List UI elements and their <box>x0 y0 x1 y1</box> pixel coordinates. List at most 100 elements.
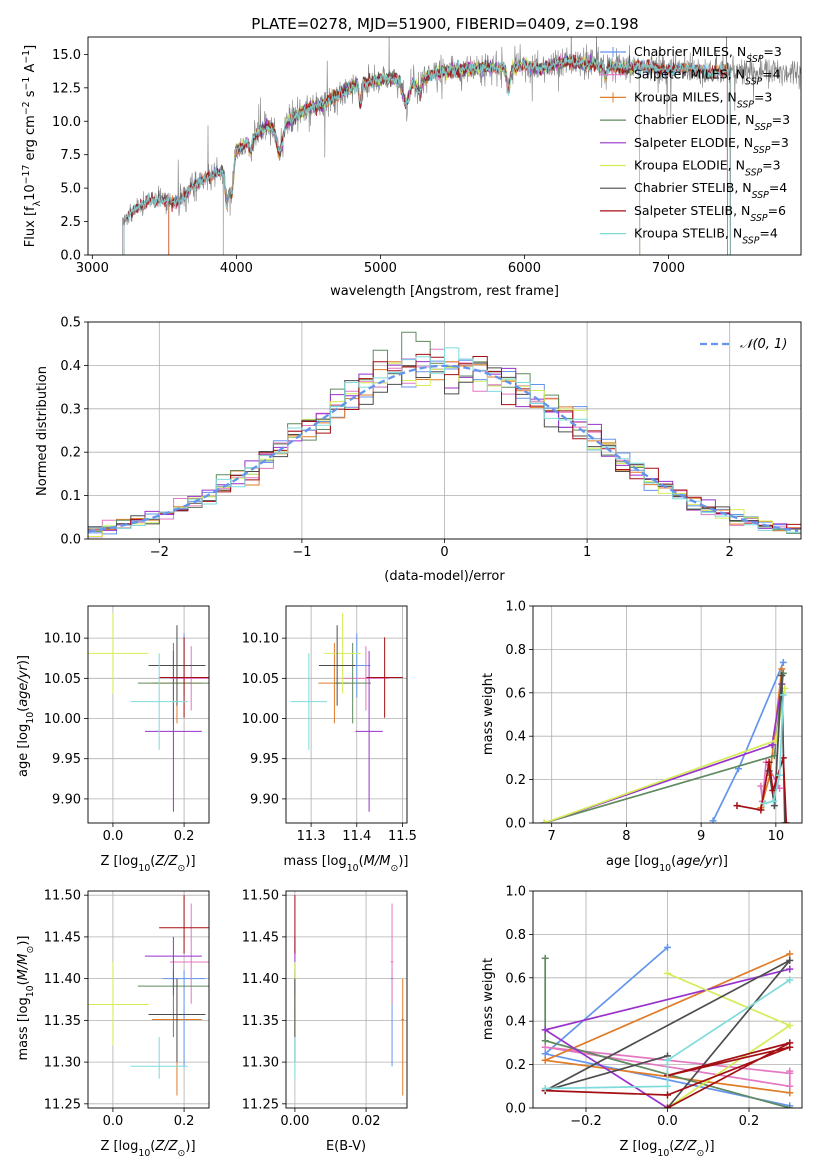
y-tick-label: 10.0 <box>52 115 81 130</box>
y-axis-label: mass [log10(M/M⊙)] <box>16 936 36 1061</box>
normal-reference-line <box>88 364 799 533</box>
residuals-axes-plot-area <box>88 322 801 539</box>
x-axis-label: Z [log10(Z/Z⊙)] <box>100 1139 195 1159</box>
legend-entry: Salpeter ELODIE, NSSP=3 <box>634 135 789 156</box>
y-tick-label: 12.5 <box>52 81 81 96</box>
x-tick-label: 0.2 <box>739 1114 760 1129</box>
y-tick-label: 0.0 <box>60 249 81 264</box>
x-tick-label: 1 <box>583 545 591 560</box>
y-tick-label: 0.3 <box>60 402 81 417</box>
mass-weight-line <box>545 979 791 1090</box>
y-tick-label: 0.6 <box>505 686 526 701</box>
y-tick-label: 0.0 <box>60 533 81 548</box>
x-tick-label: 0.0 <box>103 1114 124 1129</box>
y-tick-label: 10.05 <box>242 672 279 687</box>
y-tick-label: 10.00 <box>44 712 81 727</box>
y-tick-label: 2.5 <box>60 215 81 230</box>
x-tick-label: 11.3 <box>297 829 326 844</box>
x-tick-label: 0.00 <box>280 1114 309 1129</box>
y-tick-label: 10.10 <box>44 632 81 647</box>
x-tick-label: 10 <box>768 829 785 844</box>
y-tick-label: 0.8 <box>505 643 526 658</box>
model-spectrum-line <box>222 55 641 255</box>
mass-vs-z-axes-plot-area <box>88 891 209 1108</box>
y-tick-label: 11.45 <box>242 930 279 945</box>
axes-frame <box>532 605 803 824</box>
x-axis-label: age [log10(age/yr)] <box>606 854 728 874</box>
y-tick-label: 10.00 <box>242 712 279 727</box>
age-vs-z-axes-plot-area <box>88 606 209 823</box>
mass-weight-line <box>763 694 785 805</box>
y-axis-label: mass weight <box>481 673 496 755</box>
y-tick-label: 11.35 <box>242 1014 279 1029</box>
x-tick-label: 4000 <box>220 261 253 276</box>
y-tick-label: 0.2 <box>505 1058 526 1073</box>
x-tick-label: −0.2 <box>570 1114 602 1129</box>
y-tick-label: 11.40 <box>242 972 279 987</box>
x-tick-label: 5000 <box>364 261 397 276</box>
x-tick-label: 2 <box>726 545 734 560</box>
x-tick-label: 0.0 <box>103 829 124 844</box>
y-tick-label: 11.50 <box>242 889 279 904</box>
y-tick-label: 9.95 <box>250 752 279 767</box>
model-spectrum-line <box>123 57 731 255</box>
x-tick-label: −1 <box>292 545 311 560</box>
legend-entry: Kroupa MILES, NSSP=3 <box>634 89 772 110</box>
massweight-vs-z-axes-plot-area <box>533 891 802 1108</box>
x-tick-label: 0.02 <box>352 1114 381 1129</box>
x-tick-label: 11.4 <box>342 829 371 844</box>
x-tick-label: 7000 <box>652 261 685 276</box>
mass-vs-ebv-axes-plot-area <box>286 891 407 1108</box>
x-tick-label: 0.2 <box>174 1114 195 1129</box>
legend-entry: Chabrier ELODIE, NSSP=3 <box>634 112 790 133</box>
axes-frame <box>87 890 210 1109</box>
axes-frame <box>285 605 408 824</box>
y-tick-label: 1.0 <box>505 885 526 900</box>
y-axis-label: mass weight <box>481 958 496 1040</box>
y-axis-label: Flux [fλ10−17 erg cm−2 s−1 A−1] <box>21 45 43 247</box>
axes-frame <box>532 890 803 1109</box>
y-tick-label: 11.45 <box>44 930 81 945</box>
legend-entry: Salpeter STELIB, NSSP=6 <box>634 203 786 224</box>
legend-entry: Chabrier MILES, NSSP=3 <box>634 44 782 65</box>
x-tick-label: 9 <box>697 829 705 844</box>
y-tick-label: 11.40 <box>44 972 81 987</box>
age-vs-z-axes: 0.0 0.2 9.90 9.95 10.00 10.05 10.10 Z [log10(Z/… <box>16 605 210 874</box>
x-axis-label: Z [log10(Z/Z⊙)] <box>619 1139 714 1159</box>
y-tick-label: 0.0 <box>505 817 526 832</box>
y-tick-label: 15.0 <box>52 48 81 63</box>
y-tick-label: 0.5 <box>60 316 81 331</box>
y-tick-label: 7.5 <box>60 148 81 163</box>
x-axis-label: (data-model)/error <box>384 569 505 584</box>
axes-frame <box>285 890 408 1109</box>
figure-title: PLATE=0278, MJD=51900, FIBERID=0409, z=0… <box>251 15 638 33</box>
mass-weight-line <box>736 757 788 823</box>
y-tick-label: 0.4 <box>60 359 81 374</box>
axes-frame <box>87 605 210 824</box>
x-tick-label: 6000 <box>508 261 541 276</box>
y-tick-label: 11.25 <box>44 1097 81 1112</box>
age-vs-mass-axes: 11.3 11.4 11.5 9.90 9.95 10.00 10.05 10.10 mass … <box>242 605 417 874</box>
mass-weight-line <box>543 688 786 823</box>
y-tick-label: 0.1 <box>60 489 81 504</box>
model-spectrum-line <box>222 56 641 255</box>
y-tick-label: 5.0 <box>60 182 81 197</box>
spectrum-axes: 3000 4000 5000 6000 7000 0.0 2.5 5.0 7.5 10.0 12.5… <box>21 36 802 299</box>
spectrum-axes-plot-area <box>122 37 801 255</box>
age-vs-mass-axes-plot-area <box>286 606 407 823</box>
x-axis-label: E(B-V) <box>326 1139 366 1154</box>
legend-entry: Salpeter MILES, NSSP=4 <box>634 67 781 88</box>
y-tick-label: 0.6 <box>505 971 526 986</box>
x-tick-label: 8 <box>622 829 630 844</box>
x-axis-label: wavelength [Angstrom, rest frame] <box>330 284 559 299</box>
x-tick-label: 0.0 <box>657 1114 678 1129</box>
y-axis-label: Normed distribution <box>35 366 50 496</box>
x-tick-label: 3000 <box>76 261 109 276</box>
mass-weight-line <box>545 1042 791 1108</box>
y-tick-label: 11.25 <box>242 1097 279 1112</box>
y-tick-label: 0.8 <box>505 928 526 943</box>
axes-frame <box>87 321 802 540</box>
y-tick-label: 9.90 <box>52 792 81 807</box>
